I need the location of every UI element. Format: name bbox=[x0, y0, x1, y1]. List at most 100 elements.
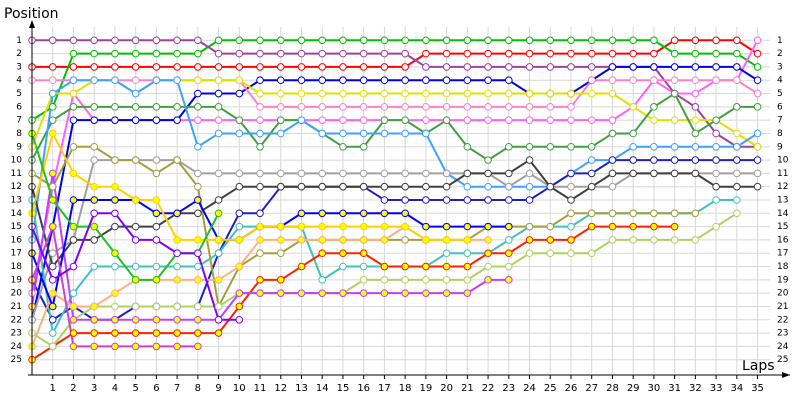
lap-point bbox=[525, 116, 534, 124]
lap-point bbox=[587, 222, 596, 231]
lap-point bbox=[318, 89, 327, 98]
lap-point bbox=[131, 315, 140, 324]
lap-point bbox=[463, 169, 472, 178]
lap-point bbox=[380, 76, 389, 85]
x-tick-label: 27 bbox=[585, 383, 598, 394]
lap-point bbox=[422, 129, 430, 138]
lap-point bbox=[546, 63, 555, 71]
y-tick-label-right: 1 bbox=[777, 36, 783, 46]
lap-point bbox=[256, 169, 264, 178]
lap-point bbox=[256, 222, 264, 231]
lap-point bbox=[111, 315, 119, 324]
y-tick-label-right: 24 bbox=[777, 342, 789, 352]
lap-point bbox=[90, 156, 98, 164]
lap-point bbox=[401, 236, 409, 244]
lap-point bbox=[587, 89, 596, 98]
lap-point bbox=[90, 302, 98, 311]
lap-point bbox=[194, 209, 202, 218]
lap-point bbox=[629, 63, 637, 71]
lap-point bbox=[670, 76, 679, 85]
lap-point bbox=[733, 63, 741, 71]
lap-point bbox=[318, 63, 327, 71]
lap-point bbox=[339, 36, 347, 45]
lap-point bbox=[214, 209, 223, 218]
y-tick-label-right: 6 bbox=[777, 102, 783, 112]
lap-point bbox=[567, 36, 575, 45]
lap-point bbox=[525, 249, 534, 258]
lap-point bbox=[753, 129, 762, 138]
lap-point bbox=[214, 169, 223, 178]
y-tick-label-right: 14 bbox=[777, 209, 789, 219]
lap-point bbox=[670, 89, 679, 98]
lap-point bbox=[131, 89, 140, 98]
lap-point bbox=[401, 209, 409, 218]
lap-point bbox=[401, 182, 409, 191]
lap-point bbox=[318, 249, 327, 258]
lap-point bbox=[422, 169, 430, 178]
lap-point bbox=[194, 236, 202, 244]
x-tick-label: 33 bbox=[710, 383, 723, 394]
lap-point bbox=[546, 89, 555, 98]
lap-point bbox=[173, 49, 181, 58]
lap-point bbox=[173, 236, 181, 244]
lap-point bbox=[463, 63, 472, 71]
lap-point bbox=[608, 129, 617, 138]
lap-point bbox=[256, 76, 264, 85]
lap-point bbox=[152, 315, 161, 324]
lap-point bbox=[650, 116, 658, 124]
lap-point bbox=[546, 103, 555, 111]
lap-point bbox=[194, 342, 202, 351]
lap-point bbox=[691, 169, 700, 178]
y-tick-label: 1 bbox=[16, 36, 22, 46]
lap-point bbox=[504, 103, 513, 111]
lap-point bbox=[629, 169, 637, 178]
lap-point bbox=[235, 262, 244, 271]
lap-point bbox=[90, 49, 98, 58]
lap-point bbox=[214, 63, 223, 71]
lap-point bbox=[670, 222, 679, 231]
lap-point bbox=[484, 63, 492, 71]
lap-point bbox=[733, 36, 741, 45]
lap-point bbox=[111, 116, 119, 124]
lap-point bbox=[111, 76, 119, 85]
lap-point bbox=[276, 276, 285, 284]
lap-point bbox=[380, 169, 389, 178]
lap-point bbox=[111, 289, 119, 297]
lap-point bbox=[256, 182, 264, 191]
lap-point bbox=[401, 169, 409, 178]
lap-point bbox=[484, 76, 492, 85]
lap-point bbox=[691, 209, 700, 218]
y-tick-label-right: 5 bbox=[777, 89, 783, 99]
lap-point bbox=[712, 142, 720, 151]
lap-point bbox=[297, 262, 306, 271]
lap-point bbox=[339, 129, 347, 138]
y-tick-label-right: 16 bbox=[777, 235, 789, 245]
lap-point bbox=[131, 116, 140, 124]
lap-point bbox=[339, 116, 347, 124]
lap-point bbox=[90, 329, 98, 337]
lap-point bbox=[214, 302, 223, 311]
y-tick-label: 6 bbox=[16, 102, 22, 112]
lap-point bbox=[442, 236, 451, 244]
lap-point bbox=[753, 89, 762, 98]
lap-point bbox=[235, 49, 244, 58]
lap-point bbox=[173, 36, 181, 45]
y-tick-label-right: 11 bbox=[777, 169, 788, 179]
lap-point bbox=[629, 103, 637, 111]
lap-point bbox=[339, 89, 347, 98]
lap-point bbox=[629, 36, 637, 45]
lap-point bbox=[90, 262, 98, 271]
y-tick-label-right: 10 bbox=[777, 156, 789, 166]
lap-point bbox=[152, 156, 161, 164]
lap-point bbox=[567, 116, 575, 124]
lap-point bbox=[276, 182, 285, 191]
lap-point bbox=[525, 222, 534, 231]
x-tick-label: 18 bbox=[399, 383, 412, 394]
lap-point bbox=[318, 209, 327, 218]
lap-point bbox=[712, 196, 720, 204]
lap-point bbox=[339, 169, 347, 178]
lap-point bbox=[567, 222, 575, 231]
lap-point bbox=[422, 36, 430, 45]
lap-point bbox=[90, 36, 98, 45]
lap-point bbox=[48, 116, 57, 124]
